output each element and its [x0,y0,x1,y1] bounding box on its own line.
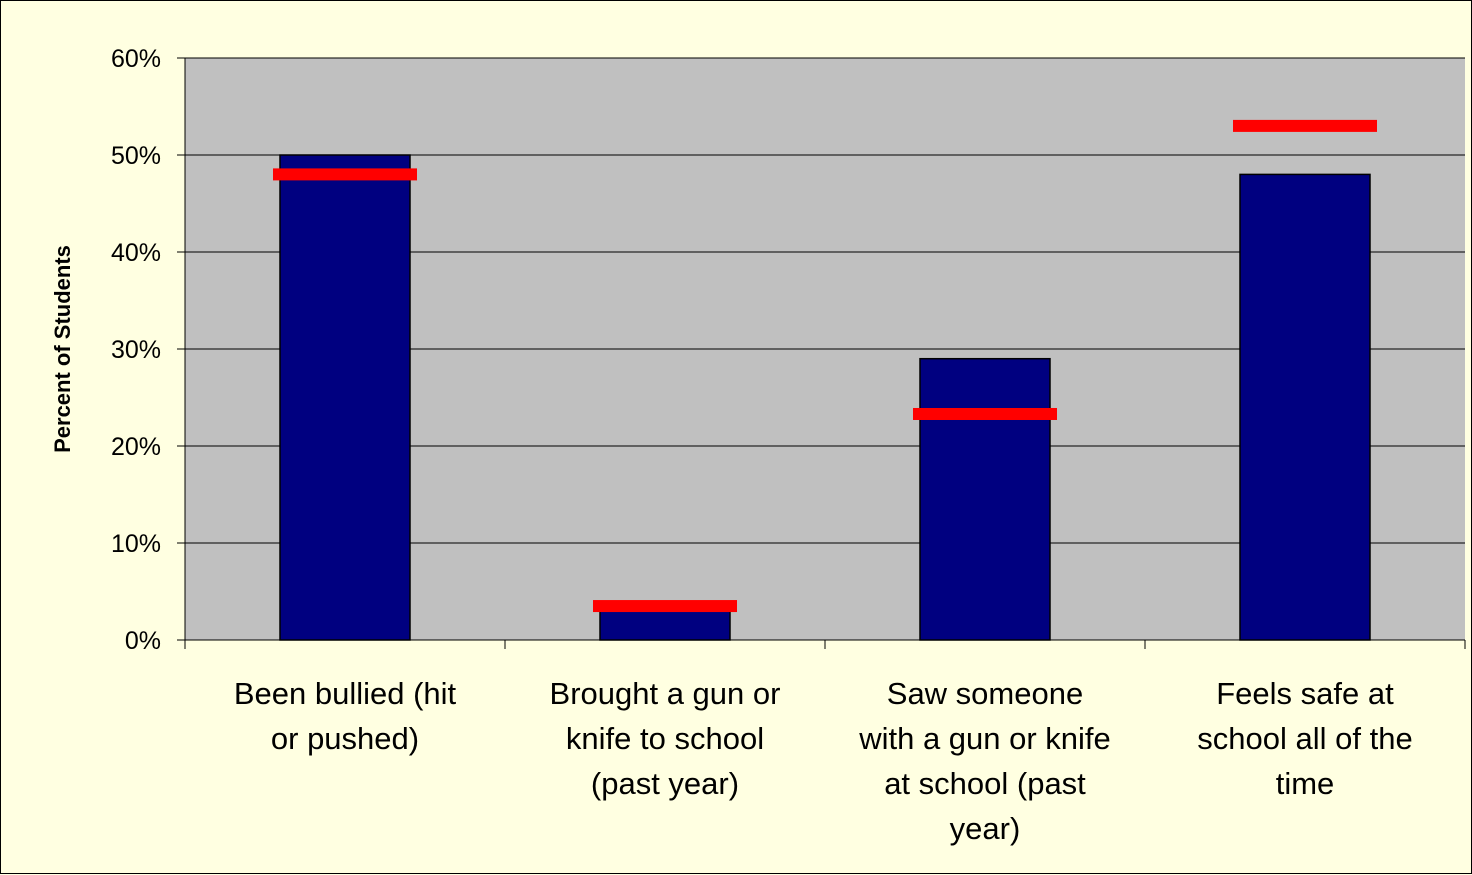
comparison-marker [593,600,737,613]
x-category-label-line: Saw someone [887,676,1083,711]
y-tick-label: 40% [111,239,161,267]
x-category-label: Brought a gun or knife to school (past yea… [550,676,781,801]
x-category-label-line: at school (past [884,766,1086,801]
y-tick-label: 10% [111,530,161,558]
bar [919,357,1051,641]
x-category-label-line: Been bullied (hit [234,676,457,711]
y-axis-title: Percent of Students [50,245,75,453]
y-tick-label: 20% [111,433,161,461]
bar [279,154,411,641]
x-category-label-line: year) [950,811,1021,846]
x-category-label-line: time [1276,766,1335,801]
bar [1239,173,1371,641]
y-tick-label: 0% [125,627,161,655]
x-category-label-line: (past year) [591,766,739,801]
x-category-label-line: with a gun or knife [858,721,1111,756]
comparison-marker [273,168,417,181]
x-category-label-line: Brought a gun or [550,676,781,711]
x-category-label-line: Feels safe at [1216,676,1394,711]
x-category-label-line: school all of the [1197,721,1412,756]
comparison-marker [1233,119,1377,132]
x-category-label: Saw someone with a gun or knife at school … [858,676,1111,846]
x-category-label-line: or pushed) [271,721,419,756]
x-category-label: Been bullied (hit or pushed) [234,676,457,756]
comparison-marker [913,407,1057,420]
y-tick-label: 50% [111,142,161,170]
bar [599,610,731,641]
y-tick-label: 30% [111,336,161,364]
x-category-label: Feels safe at school all of the time [1197,676,1412,801]
y-tick-label: 60% [111,45,161,73]
x-category-label-line: knife to school [566,721,764,756]
